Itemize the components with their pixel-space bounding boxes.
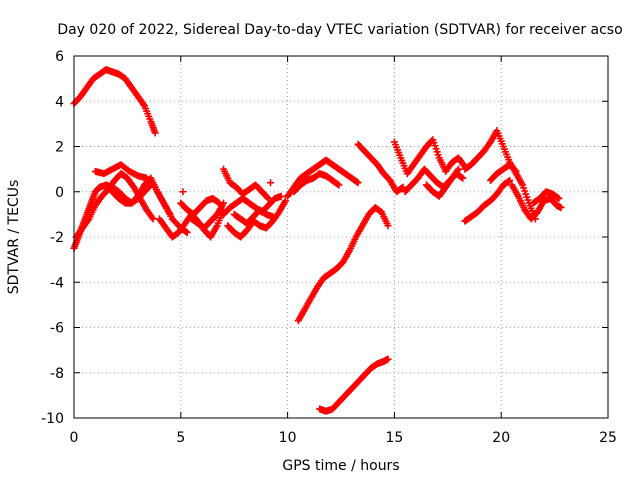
y-tick-label: -2 [50, 230, 64, 246]
x-tick-label: 25 [599, 430, 617, 446]
data-point [506, 176, 514, 184]
data-point [511, 166, 519, 174]
y-tick-label: 4 [55, 94, 64, 110]
data-point [147, 181, 155, 189]
data-point [149, 215, 157, 223]
series-arc-7 [177, 195, 223, 218]
data-points [70, 66, 565, 415]
series-arc-20 [390, 136, 469, 178]
y-tick-label: 2 [55, 140, 64, 156]
axis-ticks: 0 5 10 15 20 25 -10 -8 -6 -4 -2 0 2 4 6 [41, 49, 617, 446]
x-tick-label: 15 [385, 430, 403, 446]
series-arc-27 [529, 188, 563, 207]
chart-title: Day 020 of 2022, Sidereal Day-to-day VTE… [57, 22, 622, 38]
data-point [179, 188, 187, 196]
data-point [84, 216, 92, 224]
y-tick-label: 0 [55, 185, 64, 201]
series-arc-10 [220, 165, 272, 203]
data-point [335, 181, 343, 189]
series-arc-14 [267, 179, 275, 187]
series-arc-26 [508, 181, 565, 223]
series-arc-12 [224, 197, 289, 241]
data-point [263, 193, 271, 201]
series-arc-8 [187, 199, 228, 232]
y-tick-label: 6 [55, 49, 64, 65]
series-arc-25 [487, 161, 520, 184]
data-point [139, 100, 147, 108]
data-point [512, 167, 520, 175]
y-tick-label: -6 [50, 321, 64, 337]
series-arc-22 [422, 165, 462, 200]
x-tick-label: 0 [70, 430, 79, 446]
data-point [354, 179, 362, 187]
data-point [454, 165, 462, 173]
data-point [267, 179, 275, 187]
data-point [557, 204, 565, 212]
data-point [555, 195, 563, 203]
data-point [264, 195, 272, 203]
data-point [183, 228, 191, 236]
series-arc-18 [316, 355, 392, 415]
data-point [151, 129, 159, 137]
series-arc-4 [91, 161, 191, 236]
data-point [281, 197, 289, 205]
data-point [269, 213, 277, 221]
series-arc-23 [461, 127, 539, 223]
series-arc-9 [179, 188, 187, 196]
x-axis-label: GPS time / hours [282, 458, 399, 474]
series-arc-13 [230, 206, 277, 227]
data-point [453, 167, 461, 175]
y-tick-label: -10 [41, 411, 64, 427]
x-tick-label: 5 [176, 430, 185, 446]
data-point [384, 222, 392, 230]
data-point [148, 213, 156, 221]
x-tick-label: 10 [279, 430, 297, 446]
plot-frame [73, 55, 609, 419]
series-arc-16 [290, 170, 343, 196]
series-arc-19 [354, 140, 407, 196]
y-axis-label: SDTVAR / TECUs [6, 180, 22, 295]
data-point [220, 199, 228, 207]
series-arc-5 [102, 181, 155, 207]
data-point [146, 182, 154, 190]
y-tick-label: -4 [50, 275, 64, 291]
x-tick-label: 20 [492, 430, 510, 446]
data-point [384, 355, 392, 363]
data-point [277, 192, 285, 200]
data-point [399, 183, 407, 191]
series-arc-17 [294, 204, 392, 325]
series-arc-1 [70, 66, 159, 137]
y-tick-label: -8 [50, 366, 64, 382]
data-point [459, 174, 467, 182]
series-arc-24 [461, 176, 514, 225]
